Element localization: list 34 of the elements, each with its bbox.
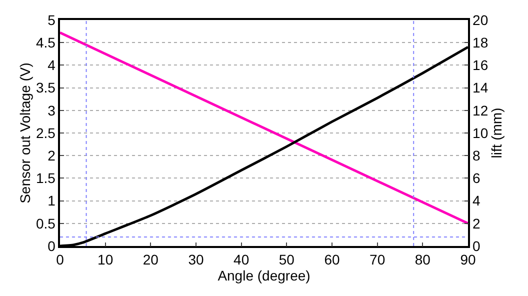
x-tick-label: 60 [324, 252, 340, 268]
x-tick-label: 50 [278, 252, 295, 268]
y-axis-title: Sensor out Voltage (V) [17, 62, 34, 204]
y-tick-label: 4.5 [36, 34, 56, 50]
y-tick-label: 5 [48, 12, 56, 28]
y2-tick-label: 14 [472, 80, 488, 96]
y-tick-label: 2 [48, 148, 56, 164]
y2-tick-label: 18 [472, 34, 488, 50]
x-tick-label: 20 [142, 252, 159, 268]
y2-tick-label: 6 [472, 170, 481, 186]
y2-tick-label: 8 [472, 148, 481, 164]
y2-tick-label: 2 [472, 215, 481, 232]
y-tick-label: 1.5 [36, 170, 56, 186]
y-tick-label: 0 [48, 238, 56, 254]
y-tick-label: 1 [48, 192, 56, 209]
x-tick-label: 30 [188, 252, 204, 268]
y-tick-label: 3 [48, 102, 56, 118]
y-tick-label: 2.5 [36, 124, 56, 141]
y2-tick-label: 20 [472, 12, 488, 28]
y2-axis-title: lift (mm) [488, 108, 504, 158]
y2-tick-label: 12 [472, 102, 488, 118]
x-tick-label: 90 [460, 252, 476, 268]
y2-tick-label: 16 [472, 57, 488, 74]
x-axis-title: Angle (degree) [218, 268, 310, 284]
y2-tick-label: 10 [472, 124, 488, 141]
y-tick-label: 4 [48, 57, 56, 74]
x-tick-label: 70 [370, 252, 386, 268]
y-tick-label: 0.5 [36, 215, 56, 232]
y-tick-label: 3.5 [36, 80, 56, 96]
y2-tick-label: 4 [472, 192, 481, 209]
x-tick-label: 40 [234, 252, 250, 268]
x-tick-label: 10 [98, 252, 114, 268]
y2-tick-label: 0 [472, 238, 481, 254]
x-tick-label: 80 [414, 252, 431, 268]
